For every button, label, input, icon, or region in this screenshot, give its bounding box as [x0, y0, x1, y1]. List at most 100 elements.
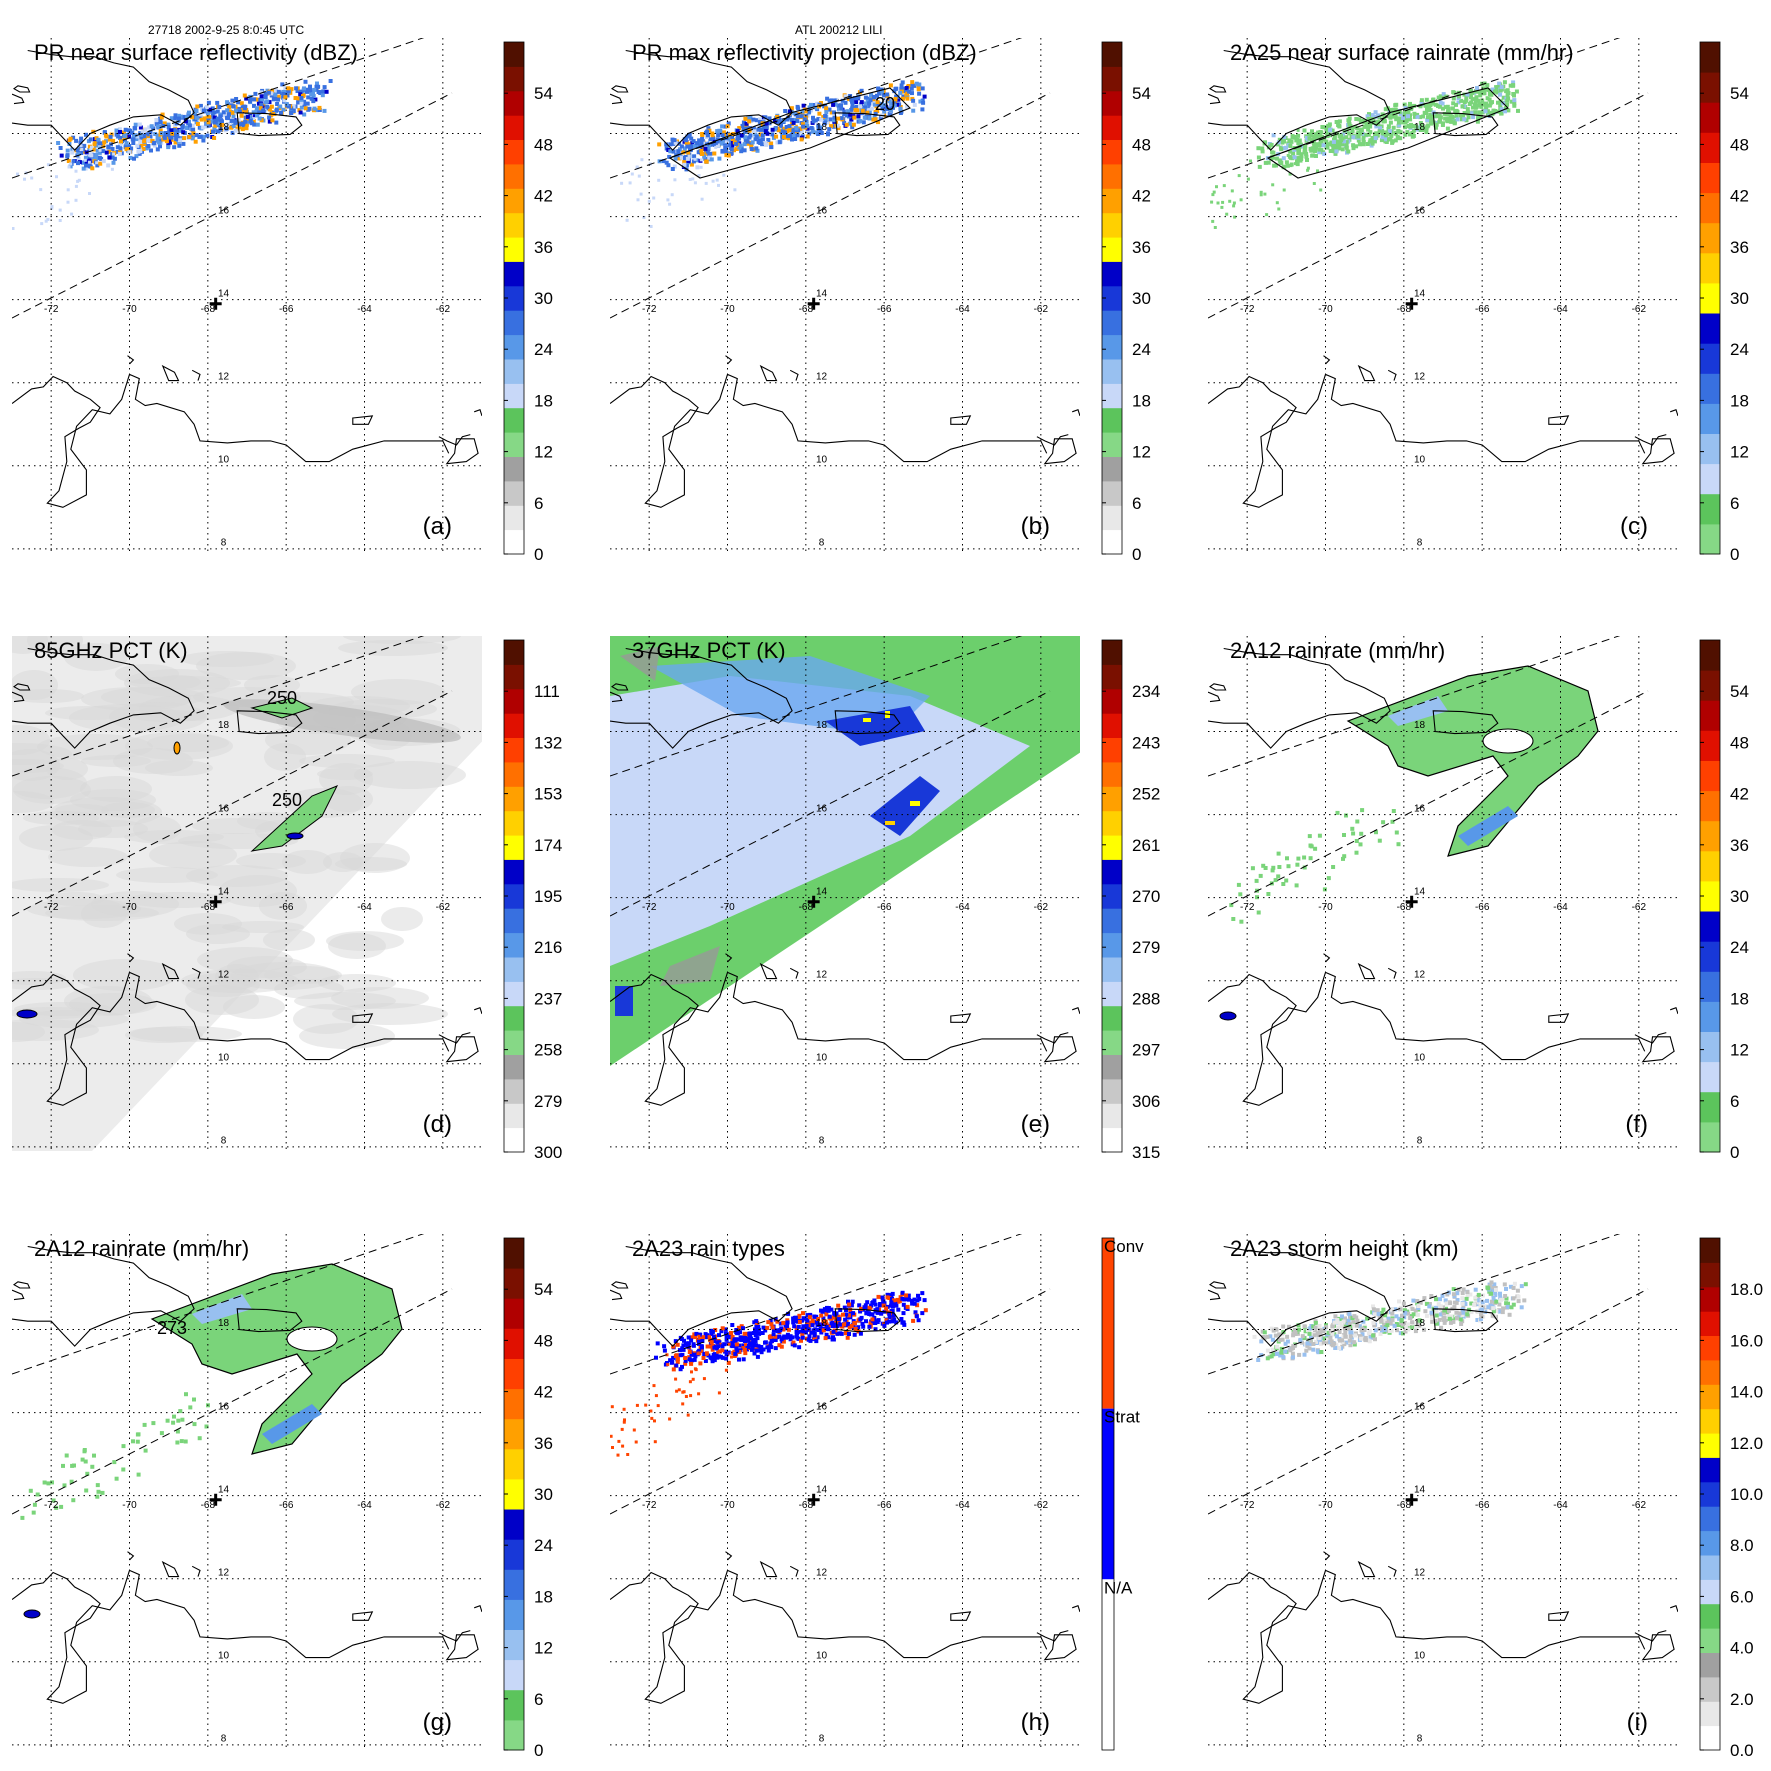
data-pixel [165, 1418, 170, 1423]
data-pixel [271, 88, 275, 93]
data-pixel [1461, 1287, 1466, 1292]
data-pixel [742, 142, 747, 147]
data-pixel [94, 155, 99, 160]
data-pixel [875, 93, 879, 98]
data-pixel [1317, 150, 1322, 155]
data-pixel [231, 124, 236, 128]
data-pixel [1362, 1328, 1367, 1332]
data-pixel [1452, 90, 1457, 95]
data-pixel [1296, 856, 1301, 861]
data-pixel [252, 97, 257, 102]
data-pixel [172, 145, 177, 150]
data-pixel [1486, 1286, 1491, 1291]
data-pixel [1324, 1325, 1329, 1330]
data-pixel [1389, 107, 1394, 112]
coastline-3 [1208, 1281, 1227, 1289]
data-pixel [82, 149, 86, 154]
data-pixel [1406, 124, 1411, 128]
data-pixel [678, 1367, 683, 1372]
coastline-4 [12, 971, 450, 1106]
colorbar-segment [1102, 981, 1122, 1007]
coastline-9 [759, 364, 778, 382]
data-pixel [732, 1349, 737, 1354]
data-pixel [771, 1332, 776, 1337]
data-pixel [274, 88, 278, 93]
data-pixel [1252, 1334, 1257, 1339]
data-pixel [255, 97, 260, 102]
coastline-2 [1208, 93, 1221, 105]
data-pixel [862, 1305, 867, 1310]
data-pixel [1340, 1314, 1344, 1319]
data-pixel [889, 1309, 894, 1313]
data-pixel [227, 109, 232, 114]
coastline-0 [1208, 647, 1391, 749]
data-pixel [1286, 864, 1291, 869]
data-pixel [781, 129, 786, 134]
data-pixel [1489, 1299, 1494, 1304]
data-pixel [785, 1324, 790, 1328]
coastline-4 [610, 971, 1048, 1106]
coastline-7 [1043, 1036, 1077, 1063]
data-pixel [623, 1418, 626, 1422]
data-pixel [872, 102, 877, 107]
data-pixel [167, 137, 172, 142]
data-pixel [291, 104, 296, 108]
data-pixel [910, 91, 914, 96]
data-pixel [1341, 1319, 1346, 1324]
data-pixel [846, 1313, 851, 1318]
data-pixel [892, 103, 897, 108]
data-pixel [749, 1347, 754, 1352]
data-pixel [71, 159, 76, 164]
data-pixel [670, 1360, 675, 1364]
data-pixel [778, 1321, 783, 1326]
pct85-texture [231, 962, 339, 990]
data-pixel [1491, 1295, 1496, 1300]
data-pixel [1260, 146, 1265, 151]
swath-edge-south [610, 1288, 1051, 1515]
data-pixel [1410, 131, 1415, 135]
data-pixel [1364, 132, 1369, 137]
data-pixel [1375, 1308, 1380, 1313]
data-pixel [328, 79, 333, 83]
swath-edge-south [12, 1288, 453, 1515]
data-pixel [281, 95, 286, 100]
data-pixel [915, 1298, 920, 1303]
data-pixel [747, 135, 752, 140]
data-pixel [815, 1335, 820, 1340]
data-pixel [1430, 1315, 1435, 1320]
data-pixel [119, 139, 123, 144]
lat-label: 10 [218, 454, 230, 465]
data-pixel [697, 1332, 702, 1337]
data-pixel [1446, 107, 1451, 111]
colorbar-segment [1102, 688, 1122, 714]
data-pixel [859, 100, 864, 105]
data-pixel [1369, 143, 1374, 148]
data-pixel [159, 1431, 164, 1436]
lat-label: 10 [218, 1052, 230, 1063]
data-pixel [142, 133, 147, 138]
data-pixel [1485, 109, 1490, 114]
data-pixel [695, 165, 700, 170]
coastline-5 [1634, 1032, 1667, 1044]
colorbar-segment [1700, 1628, 1720, 1653]
data-pixel [1307, 834, 1312, 839]
data-pixel [720, 1348, 725, 1353]
data-pixel [894, 1303, 899, 1308]
data-pixel [1391, 809, 1396, 813]
data-pixel [1378, 126, 1382, 131]
data-pixel [832, 110, 837, 115]
data-pixel [1447, 1308, 1451, 1313]
data-pixel [889, 1293, 894, 1298]
coastline-6 [950, 1013, 972, 1023]
data-pixel [191, 127, 196, 132]
colorbar-tick-label: 54 [534, 84, 553, 103]
lat-label: 8 [1417, 538, 1423, 549]
data-pixel [109, 132, 114, 137]
data-pixel [809, 1330, 814, 1335]
data-pixel [1279, 1350, 1284, 1355]
data-pixel [204, 1424, 209, 1429]
data-pixel [824, 1322, 829, 1327]
colorbar-segment [1700, 971, 1720, 1002]
data-pixel [1210, 200, 1214, 204]
coastline-10 [725, 355, 733, 365]
